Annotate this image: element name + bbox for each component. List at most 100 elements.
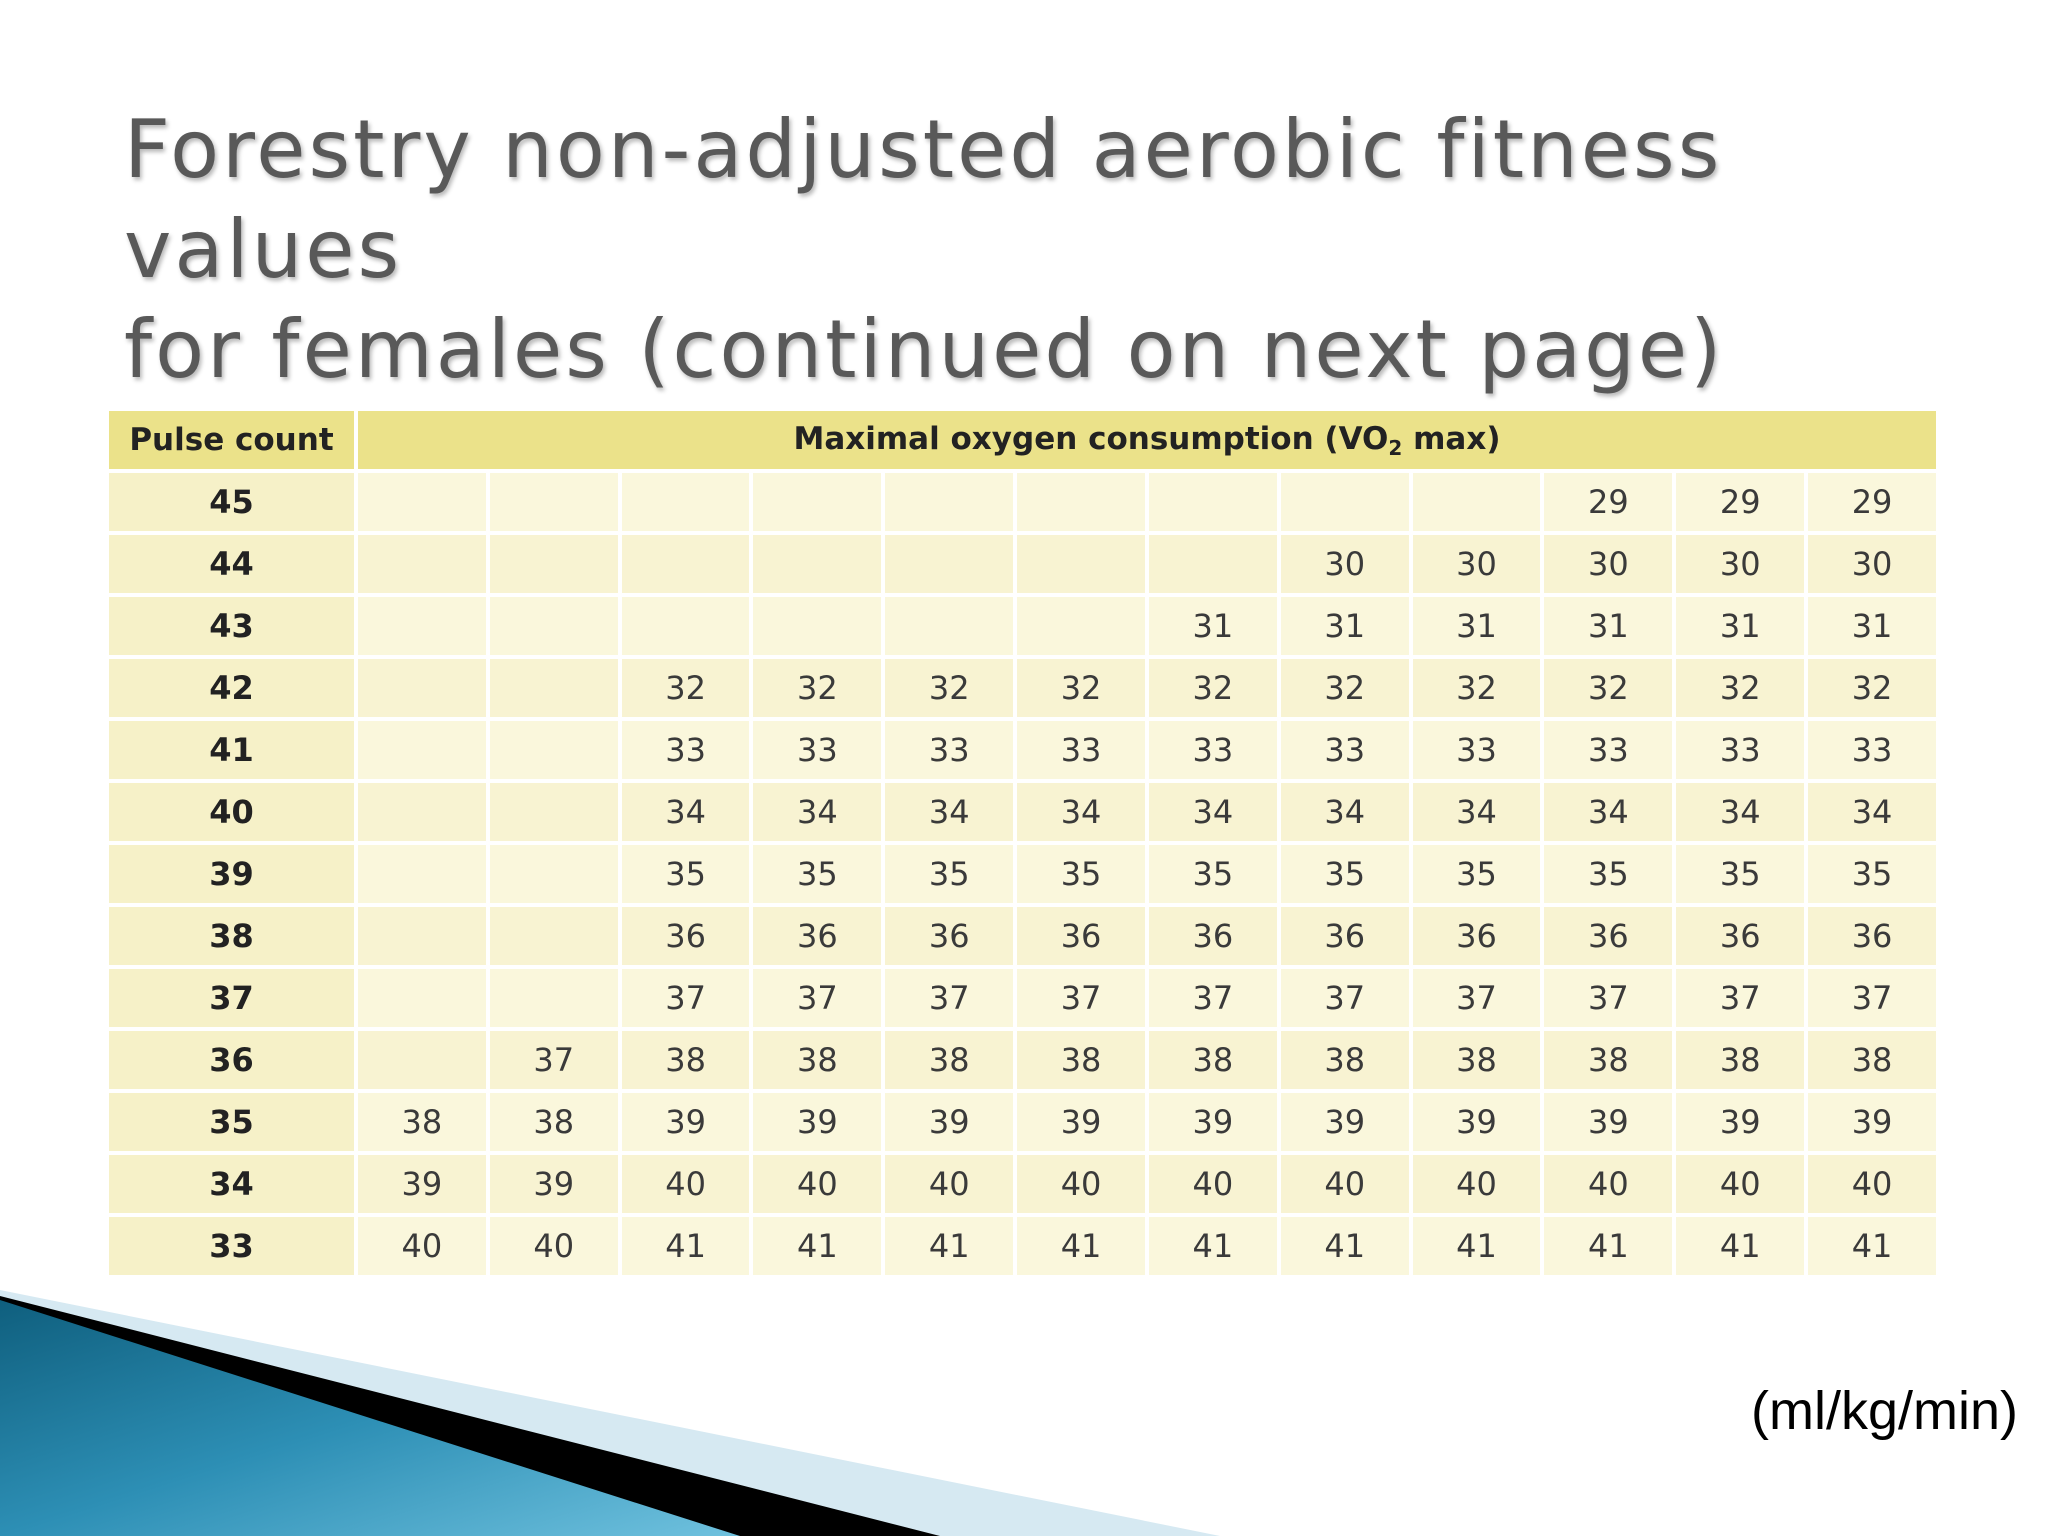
- vo2-value-cell: 36: [885, 907, 1014, 965]
- vo2-value-cell: [358, 659, 486, 717]
- vo2-value-cell: [358, 907, 486, 965]
- table-row: 45 29 29 29: [109, 473, 1936, 531]
- vo2-value-cell: 40: [1808, 1155, 1936, 1213]
- vo2-value-cell: 33: [885, 721, 1014, 779]
- vo2-value-cell: [489, 907, 618, 965]
- table-row: 43 31 31 31 31 31 31: [109, 597, 1936, 655]
- vo2-value-cell: 30: [1544, 535, 1673, 593]
- vo2-value-cell: 34: [1017, 783, 1145, 841]
- vo2-value-cell: 34: [1808, 783, 1936, 841]
- vo2-value-cell: 33: [621, 721, 750, 779]
- vo2-value-cell: 39: [1676, 1093, 1805, 1151]
- vo2-header-text: Maximal oxygen consumption (VO: [793, 420, 1389, 457]
- unit-label: (ml/kg/min): [1751, 1381, 2018, 1441]
- vo2-value-cell: 37: [1676, 969, 1805, 1027]
- vo2-header-text-end: max): [1402, 420, 1501, 457]
- slide-title: Forestry non-adjusted aerobic fitness va…: [124, 100, 1924, 400]
- vo2-value-cell: 39: [885, 1093, 1014, 1151]
- vo2-value-cell: 40: [1544, 1155, 1673, 1213]
- pulse-count-cell: 38: [109, 907, 354, 965]
- vo2-value-cell: 34: [1148, 783, 1277, 841]
- vo2-value-cell: [358, 535, 486, 593]
- vo2-value-cell: 30: [1412, 535, 1541, 593]
- vo2-value-cell: 38: [1017, 1031, 1145, 1089]
- vo2-value-cell: 38: [358, 1093, 486, 1151]
- table-row: 40 34 34 34 34 34 34 34 34 34 34: [109, 783, 1936, 841]
- vo2-value-cell: 41: [1808, 1217, 1936, 1275]
- vo2-value-cell: 31: [1280, 597, 1409, 655]
- vo2-value-cell: 37: [489, 1031, 618, 1089]
- vo2-value-cell: 40: [1676, 1155, 1805, 1213]
- vo2-value-cell: [489, 845, 618, 903]
- vo2-value-cell: 39: [621, 1093, 750, 1151]
- vo2-value-cell: 30: [1676, 535, 1805, 593]
- vo2-value-cell: 33: [1544, 721, 1673, 779]
- table-row: 37 37 37 37 37 37 37 37 37 37 37: [109, 969, 1936, 1027]
- vo2-value-cell: 36: [1017, 907, 1145, 965]
- vo2-value-cell: [885, 473, 1014, 531]
- vo2-value-cell: 35: [1808, 845, 1936, 903]
- vo2-value-cell: 39: [358, 1155, 486, 1213]
- vo2-value-cell: 38: [1676, 1031, 1805, 1089]
- vo2-value-cell: 30: [1808, 535, 1936, 593]
- vo2-value-cell: 33: [1676, 721, 1805, 779]
- vo2-value-cell: [753, 597, 882, 655]
- vo2-value-cell: 31: [1808, 597, 1936, 655]
- vo2-value-cell: [358, 721, 486, 779]
- vo2-value-cell: 35: [885, 845, 1014, 903]
- vo2-value-cell: 40: [358, 1217, 486, 1275]
- vo2-value-cell: 33: [1412, 721, 1541, 779]
- vo2-value-cell: 33: [1148, 721, 1277, 779]
- vo2-value-cell: 38: [1280, 1031, 1409, 1089]
- slide-title-line-2: for females (continued on next page): [124, 303, 1725, 396]
- vo2-value-cell: 40: [489, 1217, 618, 1275]
- vo2-value-cell: 32: [621, 659, 750, 717]
- vo2-value-cell: [621, 473, 750, 531]
- vo2-value-cell: 34: [1544, 783, 1673, 841]
- vo2-value-cell: 34: [1412, 783, 1541, 841]
- pulse-count-cell: 44: [109, 535, 354, 593]
- vo2-value-cell: [1017, 597, 1145, 655]
- vo2-value-cell: 38: [621, 1031, 750, 1089]
- vo2-value-cell: 35: [1280, 845, 1409, 903]
- vo2-value-cell: 38: [753, 1031, 882, 1089]
- vo2-value-cell: 34: [885, 783, 1014, 841]
- vo2-max-header: Maximal oxygen consumption (VO2 max): [358, 411, 1936, 469]
- vo2-value-cell: 39: [1412, 1093, 1541, 1151]
- vo2-value-cell: 37: [1148, 969, 1277, 1027]
- vo2-value-cell: 38: [1808, 1031, 1936, 1089]
- vo2-value-cell: 32: [885, 659, 1014, 717]
- vo2-value-cell: 31: [1148, 597, 1277, 655]
- table-header-row: Pulse count Maximal oxygen consumption (…: [109, 411, 1936, 469]
- pulse-count-cell: 43: [109, 597, 354, 655]
- pulse-count-cell: 33: [109, 1217, 354, 1275]
- vo2-value-cell: 39: [753, 1093, 882, 1151]
- table-row: 44 30 30 30 30 30: [109, 535, 1936, 593]
- vo2-value-cell: [621, 535, 750, 593]
- vo2-value-cell: [1148, 535, 1277, 593]
- vo2-value-cell: [358, 969, 486, 1027]
- vo2-value-cell: 39: [1280, 1093, 1409, 1151]
- vo2-value-cell: 37: [1280, 969, 1409, 1027]
- pulse-count-cell: 40: [109, 783, 354, 841]
- vo2-value-cell: 40: [753, 1155, 882, 1213]
- vo2-value-cell: 41: [885, 1217, 1014, 1275]
- vo2-value-cell: 35: [753, 845, 882, 903]
- vo2-value-cell: 37: [1808, 969, 1936, 1027]
- vo2-header-subscript: 2: [1388, 435, 1403, 460]
- vo2-value-cell: 39: [1148, 1093, 1277, 1151]
- vo2-value-cell: [358, 783, 486, 841]
- table-row: 35 38 38 39 39 39 39 39 39 39 39 39 39: [109, 1093, 1936, 1151]
- vo2-value-cell: 33: [1280, 721, 1409, 779]
- vo2-value-cell: [489, 721, 618, 779]
- vo2-value-cell: [1148, 473, 1277, 531]
- table-row: 41 33 33 33 33 33 33 33 33 33 33: [109, 721, 1936, 779]
- vo2-value-cell: 35: [1676, 845, 1805, 903]
- vo2-value-cell: 39: [1544, 1093, 1673, 1151]
- vo2-value-cell: 39: [1808, 1093, 1936, 1151]
- vo2-value-cell: 34: [621, 783, 750, 841]
- vo2-value-cell: 37: [1017, 969, 1145, 1027]
- vo2-value-cell: 32: [1017, 659, 1145, 717]
- vo2-value-cell: 32: [1808, 659, 1936, 717]
